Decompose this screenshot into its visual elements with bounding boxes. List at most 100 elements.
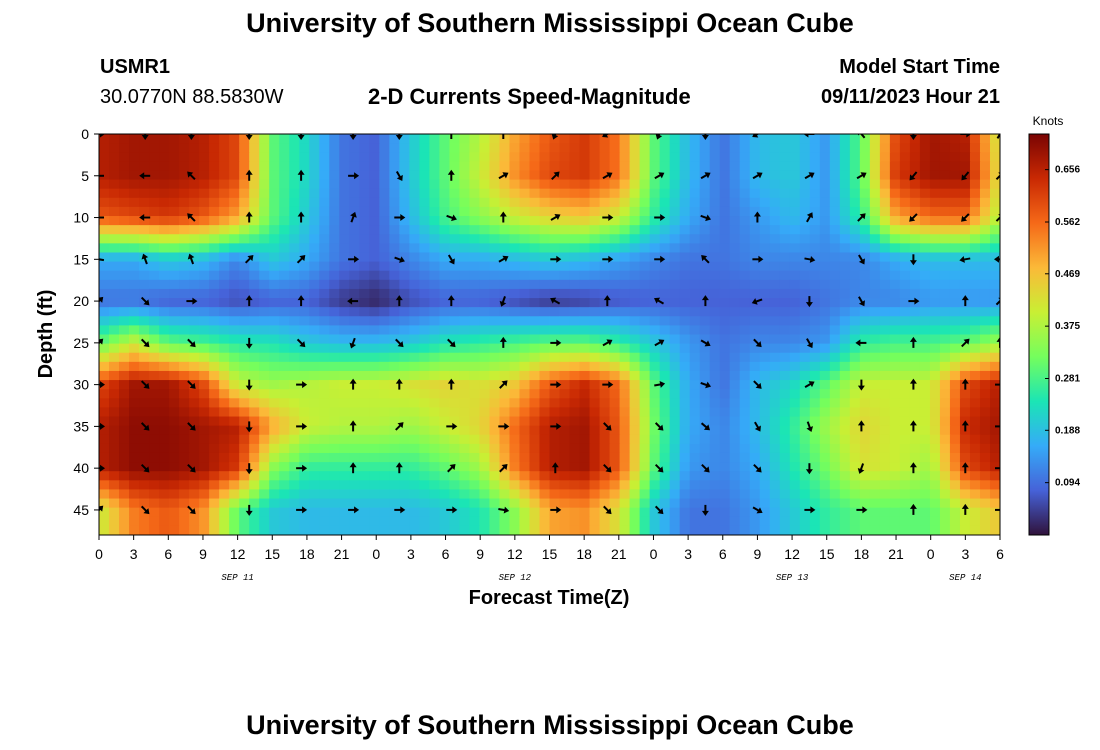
heatmap-cell [849,425,861,436]
heatmap-cell [829,407,841,418]
heatmap-cell [549,161,561,172]
current-arrow [700,422,710,431]
heatmap-cell [529,452,541,463]
heatmap-cell [939,252,951,263]
heatmap-cell [989,134,1000,144]
heatmap-cell [509,316,521,326]
heatmap-cell [149,525,160,535]
heatmap-cell [99,516,110,527]
heatmap-cell [909,471,921,481]
heatmap-cell [599,279,611,290]
heatmap-cell [729,252,741,263]
heatmap-cell [779,261,791,272]
heatmap-cell [589,407,601,418]
heatmap-cell [849,134,861,144]
heatmap-cell [569,270,581,281]
heatmap-cell [729,398,741,409]
heatmap-cell [329,134,340,144]
current-arrow [700,172,711,180]
heatmap-cell [309,298,320,308]
heatmap-cell [859,161,871,172]
heatmap-cell [729,298,741,308]
heatmap-cell [669,225,681,235]
heatmap-cell [99,498,110,509]
heatmap-cell [739,216,751,226]
heatmap-cell [329,288,340,299]
heatmap-cell [389,361,400,372]
heatmap-cell [269,380,280,390]
heatmap-cell [389,161,400,172]
heatmap-cell [789,325,801,336]
heatmap-cell [839,206,851,217]
heatmap-cell [619,288,631,299]
heatmap-cell [449,261,460,272]
y-tick-label: 10 [73,210,89,226]
heatmap-cell [739,416,751,427]
heatmap-cell [979,307,991,317]
heatmap-cell [619,407,631,418]
heatmap-cell [319,325,330,336]
heatmap-cell [389,380,400,390]
heatmap-cell [379,352,390,363]
heatmap-cell [189,480,200,491]
heatmap-cell [479,216,491,226]
heatmap-cell [169,134,180,144]
heatmap-cell [639,480,651,491]
heatmap-cell [249,498,260,509]
heatmap-cell [429,252,440,263]
heatmap-cell [629,206,641,217]
heatmap-cell [119,352,130,363]
heatmap-cell [669,370,681,381]
heatmap-cell [309,471,320,481]
heatmap-cell [539,380,551,390]
heatmap-cell [799,398,811,409]
heatmap-cell [369,452,380,463]
heatmap-cell [259,452,270,463]
heatmap-cell [589,380,601,390]
heatmap-cell [189,370,200,381]
heatmap-cell [649,298,661,308]
heatmap-cell [589,134,601,144]
current-arrow [296,255,306,264]
heatmap-cell [269,161,280,172]
heatmap-cell [679,170,691,181]
heatmap-cell [769,498,781,509]
heatmap-cell [689,434,701,445]
heatmap-cell [719,134,731,144]
heatmap-cell [429,134,440,144]
heatmap-cell [929,143,941,153]
heatmap-cell [869,380,881,390]
heatmap-cell [659,161,671,172]
heatmap-cell [559,361,571,372]
heatmap-cell [449,425,460,436]
heatmap-cell [939,170,951,181]
current-arrow [701,463,710,473]
heatmap-cell [109,225,120,235]
heatmap-cell [339,452,350,463]
heatmap-cell [319,261,330,272]
heatmap-cell [179,288,190,299]
heatmap-cell [359,161,370,172]
heatmap-cell [719,343,731,354]
current-arrow [995,425,1000,428]
heatmap-cell [729,389,741,399]
heatmap-cell [229,307,240,317]
heatmap-cell [729,188,741,199]
heatmap-cell [619,234,631,244]
heatmap-cell [399,434,410,445]
current-arrow [961,420,969,432]
heatmap-cell [329,161,340,172]
heatmap-cell [729,498,741,509]
heatmap-cell [259,316,270,326]
heatmap-cell [229,489,240,500]
heatmap-cell [679,152,691,162]
heatmap-cell [759,152,771,162]
heatmap-cell [519,197,531,208]
heatmap-cell [519,343,531,354]
heatmap-cell [129,225,140,235]
heatmap-cell [649,134,661,144]
heatmap-cell [129,307,140,317]
heatmap-cell [749,307,761,317]
heatmap-cell [799,525,811,535]
heatmap-cell [559,462,571,472]
